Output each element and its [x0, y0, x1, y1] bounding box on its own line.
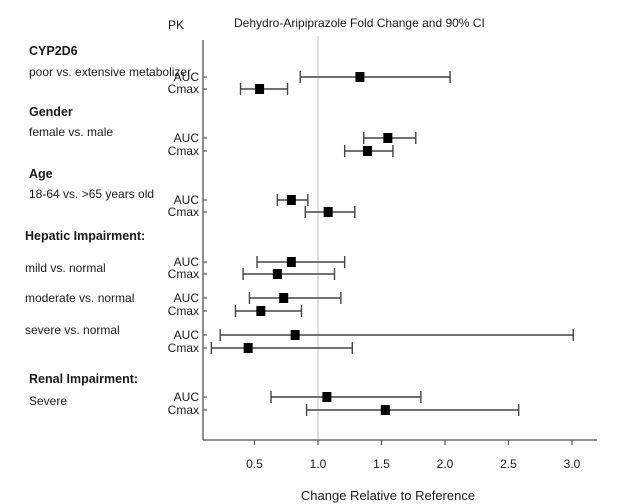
pk-label: AUC: [174, 70, 200, 84]
group-subtitle: female vs. male: [29, 125, 113, 139]
pk-label: Cmax: [168, 304, 199, 318]
x-tick-label: 2.0: [437, 457, 454, 471]
pk-label: AUC: [174, 328, 200, 342]
estimate-marker: [272, 269, 282, 279]
estimate-marker: [290, 330, 300, 340]
group-subtitle: poor vs. extensive metabolizer: [29, 65, 191, 79]
group-title: Hepatic Impairment:: [25, 229, 145, 243]
pk-label: AUC: [174, 255, 200, 269]
estimate-marker: [380, 405, 390, 415]
pk-label: Cmax: [168, 205, 199, 219]
x-tick-label: 2.5: [500, 457, 517, 471]
pk-label: Cmax: [168, 82, 199, 96]
estimate-marker: [322, 392, 332, 402]
estimate-marker: [255, 84, 265, 94]
pk-column-header: PK: [168, 18, 184, 32]
pk-label: AUC: [174, 131, 200, 145]
group-title: CYP2D6: [29, 44, 78, 58]
pk-label: Cmax: [168, 341, 199, 355]
pk-label: Cmax: [168, 403, 199, 417]
group-3: Hepatic Impairment: mild vs. normal AUCCma…: [25, 229, 346, 281]
x-tick-label: 0.5: [246, 457, 263, 471]
group-title: Age: [29, 167, 53, 181]
estimate-marker: [363, 146, 373, 156]
estimate-marker: [256, 306, 266, 316]
pk-label: AUC: [174, 193, 200, 207]
axes: 0.5 1.0 1.5 2.0 2.5 3.0: [202, 36, 597, 471]
x-tick-label: 1.5: [373, 457, 390, 471]
group-subtitle: severe vs. normal: [25, 323, 120, 337]
pk-label: Cmax: [168, 267, 199, 281]
x-tick-label: 3.0: [564, 457, 581, 471]
group-subtitle: mild vs. normal: [25, 261, 106, 275]
estimate-marker: [243, 343, 253, 353]
group-title: Gender: [29, 105, 73, 119]
x-axis-label: Change Relative to Reference: [301, 488, 475, 503]
group-0: CYP2D6 poor vs. extensive metabolizerAUCC…: [29, 44, 451, 96]
group-subtitle: 18-64 vs. >65 years old: [29, 187, 154, 201]
group-title: Renal Impairment:: [29, 372, 138, 386]
group-subtitle: Severe: [29, 394, 67, 408]
pk-label: Cmax: [168, 144, 199, 158]
pk-label: AUC: [174, 291, 200, 305]
estimate-marker: [279, 293, 289, 303]
pk-label: AUC: [174, 390, 200, 404]
estimate-marker: [286, 195, 296, 205]
estimate-marker: [286, 257, 296, 267]
chart-title: Dehydro-Aripiprazole Fold Change and 90%…: [234, 16, 485, 30]
estimate-marker: [323, 207, 333, 217]
group-subtitle: moderate vs. normal: [25, 291, 134, 305]
estimate-marker: [355, 72, 365, 82]
estimate-marker: [383, 133, 393, 143]
x-tick-label: 1.0: [310, 457, 327, 471]
